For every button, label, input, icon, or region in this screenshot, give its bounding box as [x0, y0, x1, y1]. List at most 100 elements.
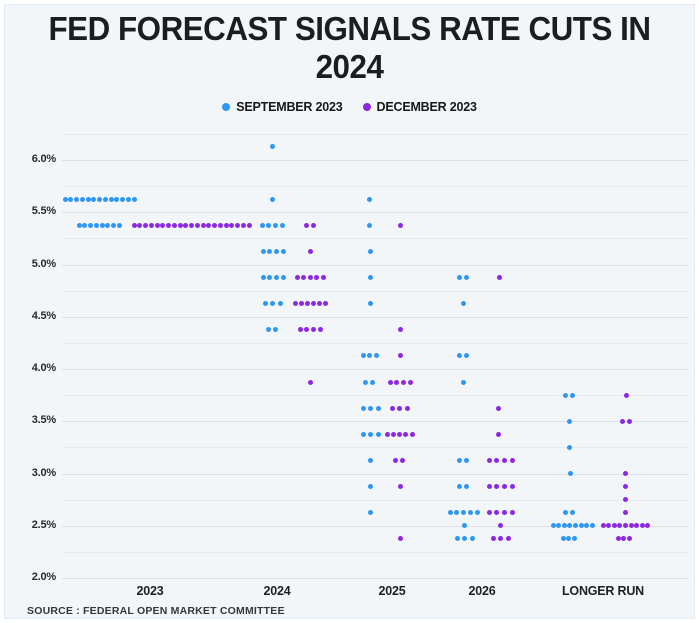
projection-dot [143, 222, 148, 228]
projection-dot [88, 222, 93, 228]
minor-gridline [62, 395, 689, 397]
projection-dot [456, 353, 462, 359]
major-gridline [62, 525, 689, 527]
projection-dot [397, 222, 403, 228]
projection-dot [390, 431, 396, 437]
x-axis-tick-label: 2023 [136, 584, 164, 598]
projection-dot [387, 379, 393, 385]
projection-dot [494, 510, 500, 516]
projection-dot [600, 523, 606, 529]
projection-dot [490, 536, 496, 542]
minor-gridline [62, 447, 689, 449]
projection-dot [270, 301, 275, 307]
projection-dot [456, 457, 462, 463]
projection-dot [578, 523, 584, 529]
projection-dot [509, 510, 515, 516]
page-title: FED FORECAST SIGNALS RATE CUTS IN 2024 [17, 10, 681, 86]
projection-dot [303, 222, 309, 228]
projection-dot [397, 484, 403, 490]
projection-dot [569, 392, 575, 398]
projection-dot [464, 484, 470, 490]
minor-gridline [62, 133, 689, 135]
y-axis-tick-label: 2.5% [31, 518, 56, 531]
projection-dot [171, 222, 177, 228]
projection-dot [584, 523, 590, 529]
projection-dot [166, 222, 171, 228]
legend-item: SEPTEMBER 2023 [222, 100, 343, 114]
projection-dot [566, 444, 572, 450]
projection-dot [367, 301, 373, 307]
projection-dot [316, 301, 322, 307]
y-axis-tick-label: 4.5% [31, 309, 56, 322]
projection-dot [567, 471, 573, 476]
projection-dot [262, 301, 268, 307]
projection-dot [279, 222, 285, 228]
projection-dot [111, 222, 116, 228]
projection-dot [622, 471, 628, 476]
projection-dot [240, 222, 246, 228]
projection-dot [259, 222, 265, 228]
projection-dot [260, 275, 266, 281]
projection-dot [367, 484, 373, 490]
minor-gridline [62, 186, 689, 188]
projection-dot [562, 510, 568, 516]
projection-dot [99, 222, 105, 228]
projection-dot [125, 196, 131, 202]
projection-dot [447, 510, 453, 516]
projection-dot [260, 248, 266, 254]
projection-dot [509, 484, 515, 490]
major-gridline [62, 160, 689, 161]
projection-dot [105, 222, 111, 228]
projection-dot [556, 523, 562, 529]
projection-dot [269, 144, 275, 150]
x-axis-tick-label: LONGER RUN [561, 584, 645, 598]
minor-gridline [62, 551, 689, 553]
projection-dot [102, 196, 108, 202]
projection-dot [367, 510, 373, 516]
projection-dot [374, 353, 380, 359]
y-axis-tick-label: 4.0% [31, 362, 56, 374]
projection-dot [397, 405, 402, 411]
projection-dot [82, 222, 88, 228]
projection-dot [397, 327, 403, 333]
source-credit: SOURCE : FEDERAL OPEN MARKET COMMITTEE [27, 605, 285, 617]
projection-dot [628, 523, 634, 529]
projection-dot [502, 457, 508, 463]
projection-dot [627, 418, 633, 424]
projection-dot [310, 222, 316, 228]
projection-dot [550, 523, 556, 529]
projection-dot [108, 196, 114, 202]
projection-dot [566, 418, 572, 424]
projection-dot [572, 523, 578, 529]
projection-dot [460, 379, 466, 385]
projection-dot [360, 353, 366, 359]
projection-dot [468, 510, 474, 516]
major-gridline [62, 212, 689, 214]
projection-dot [622, 484, 628, 490]
projection-dot [267, 248, 273, 254]
projection-dot [301, 275, 306, 281]
projection-dot [454, 536, 460, 542]
projection-dot [360, 405, 366, 411]
x-axis-tick-label: 2025 [378, 584, 406, 598]
projection-dot [561, 523, 567, 529]
projection-dot [475, 510, 481, 516]
projection-dot [366, 196, 372, 202]
projection-dot [619, 418, 625, 424]
projection-dot [235, 222, 240, 228]
projection-dot [375, 405, 381, 411]
y-axis-tick-label: 2.0% [31, 571, 56, 583]
projection-dot [497, 523, 503, 529]
chart-legend: SEPTEMBER 2023 DECEMBER 2023 [0, 100, 699, 114]
projection-dot [589, 523, 595, 529]
projection-dot [189, 222, 194, 228]
y-axis-tick-label: 3.5% [31, 414, 56, 427]
minor-gridline [62, 499, 689, 501]
projection-dot [397, 536, 403, 542]
projection-dot [621, 536, 627, 542]
projection-dot [206, 222, 212, 228]
projection-dot [310, 327, 316, 333]
projection-dot [148, 222, 154, 228]
projection-dot [280, 275, 286, 281]
